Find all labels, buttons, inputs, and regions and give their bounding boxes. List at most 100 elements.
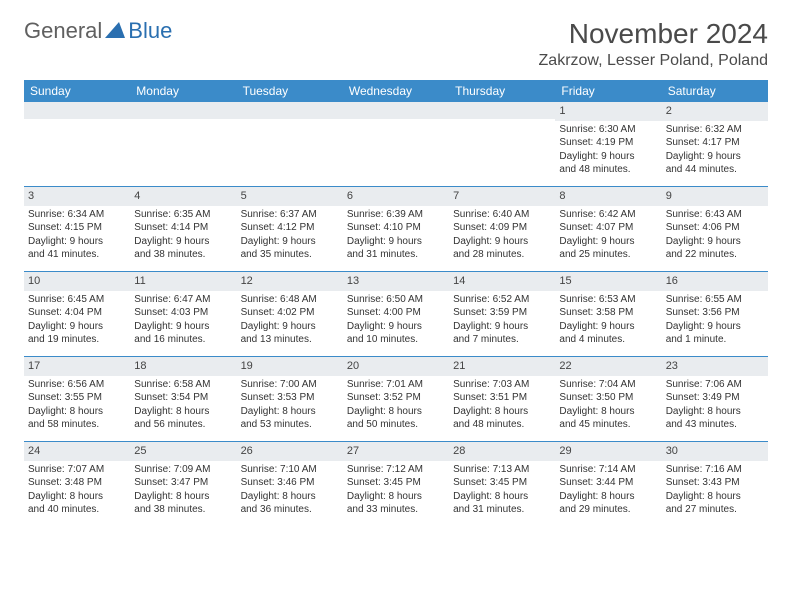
day-number: 19 [237,357,343,376]
day-number: 18 [130,357,236,376]
page-header: General Blue November 2024 Zakrzow, Less… [24,18,768,70]
daylight-text: Daylight: 9 hours [134,235,232,249]
day-cell: 19Sunrise: 7:00 AMSunset: 3:53 PMDayligh… [237,357,343,441]
day-body: Sunrise: 6:43 AMSunset: 4:06 PMDaylight:… [662,206,768,266]
day-number: 11 [130,272,236,291]
sunset-text: Sunset: 4:02 PM [241,306,339,320]
daylight-text: Daylight: 8 hours [453,490,551,504]
day-number [237,102,343,119]
day-number: 14 [449,272,555,291]
day-cell: 15Sunrise: 6:53 AMSunset: 3:58 PMDayligh… [555,272,661,356]
day-cell: 28Sunrise: 7:13 AMSunset: 3:45 PMDayligh… [449,442,555,526]
day-body: Sunrise: 7:09 AMSunset: 3:47 PMDaylight:… [130,461,236,521]
day-cell: 16Sunrise: 6:55 AMSunset: 3:56 PMDayligh… [662,272,768,356]
daylight-text: Daylight: 9 hours [28,235,126,249]
day-body: Sunrise: 7:07 AMSunset: 3:48 PMDaylight:… [24,461,130,521]
dow-cell: Wednesday [343,80,449,102]
sunrise-text: Sunrise: 7:12 AM [347,463,445,477]
daylight-text: Daylight: 8 hours [28,405,126,419]
dow-cell: Sunday [24,80,130,102]
day-cell: 12Sunrise: 6:48 AMSunset: 4:02 PMDayligh… [237,272,343,356]
day-number: 23 [662,357,768,376]
sunrise-text: Sunrise: 7:16 AM [666,463,764,477]
day-body: Sunrise: 6:45 AMSunset: 4:04 PMDaylight:… [24,291,130,351]
day-number: 17 [24,357,130,376]
sunrise-text: Sunrise: 6:53 AM [559,293,657,307]
day-body: Sunrise: 7:01 AMSunset: 3:52 PMDaylight:… [343,376,449,436]
sunrise-text: Sunrise: 7:10 AM [241,463,339,477]
sunset-text: Sunset: 3:48 PM [28,476,126,490]
sunset-text: Sunset: 3:55 PM [28,391,126,405]
daylight-text: and 1 minute. [666,333,764,347]
daylight-text: Daylight: 9 hours [666,235,764,249]
daylight-text: and 36 minutes. [241,503,339,517]
daylight-text: and 40 minutes. [28,503,126,517]
day-number [449,102,555,119]
daylight-text: and 44 minutes. [666,163,764,177]
day-body: Sunrise: 6:39 AMSunset: 4:10 PMDaylight:… [343,206,449,266]
sunrise-text: Sunrise: 6:43 AM [666,208,764,222]
day-body: Sunrise: 6:32 AMSunset: 4:17 PMDaylight:… [662,121,768,181]
daylight-text: and 16 minutes. [134,333,232,347]
sunset-text: Sunset: 4:14 PM [134,221,232,235]
daylight-text: and 4 minutes. [559,333,657,347]
sunrise-text: Sunrise: 7:06 AM [666,378,764,392]
calendar: SundayMondayTuesdayWednesdayThursdayFrid… [24,80,768,526]
sunset-text: Sunset: 4:17 PM [666,136,764,150]
sunrise-text: Sunrise: 6:50 AM [347,293,445,307]
sunrise-text: Sunrise: 6:47 AM [134,293,232,307]
day-number: 22 [555,357,661,376]
day-number: 24 [24,442,130,461]
day-number: 28 [449,442,555,461]
sunset-text: Sunset: 3:56 PM [666,306,764,320]
daylight-text: and 10 minutes. [347,333,445,347]
daylight-text: and 13 minutes. [241,333,339,347]
sunset-text: Sunset: 3:53 PM [241,391,339,405]
location-text: Zakrzow, Lesser Poland, Poland [539,52,768,70]
sunset-text: Sunset: 3:45 PM [453,476,551,490]
day-cell: 27Sunrise: 7:12 AMSunset: 3:45 PMDayligh… [343,442,449,526]
day-number: 30 [662,442,768,461]
day-cell: 2Sunrise: 6:32 AMSunset: 4:17 PMDaylight… [662,102,768,186]
week-row: 24Sunrise: 7:07 AMSunset: 3:48 PMDayligh… [24,441,768,526]
daylight-text: Daylight: 9 hours [347,235,445,249]
sunset-text: Sunset: 3:46 PM [241,476,339,490]
daylight-text: Daylight: 9 hours [241,235,339,249]
day-number: 16 [662,272,768,291]
day-cell: 20Sunrise: 7:01 AMSunset: 3:52 PMDayligh… [343,357,449,441]
daylight-text: and 7 minutes. [453,333,551,347]
daylight-text: Daylight: 8 hours [559,405,657,419]
daylight-text: and 50 minutes. [347,418,445,432]
sunrise-text: Sunrise: 6:42 AM [559,208,657,222]
day-number [343,102,449,119]
daylight-text: Daylight: 9 hours [559,150,657,164]
sunset-text: Sunset: 3:52 PM [347,391,445,405]
day-cell [343,102,449,186]
day-cell [24,102,130,186]
day-body: Sunrise: 6:50 AMSunset: 4:00 PMDaylight:… [343,291,449,351]
sunrise-text: Sunrise: 6:34 AM [28,208,126,222]
sunset-text: Sunset: 3:44 PM [559,476,657,490]
day-number: 9 [662,187,768,206]
day-body: Sunrise: 6:48 AMSunset: 4:02 PMDaylight:… [237,291,343,351]
daylight-text: and 38 minutes. [134,503,232,517]
daylight-text: and 28 minutes. [453,248,551,262]
day-number: 27 [343,442,449,461]
day-cell: 6Sunrise: 6:39 AMSunset: 4:10 PMDaylight… [343,187,449,271]
sunrise-text: Sunrise: 6:37 AM [241,208,339,222]
daylight-text: and 45 minutes. [559,418,657,432]
day-number: 12 [237,272,343,291]
day-body: Sunrise: 7:14 AMSunset: 3:44 PMDaylight:… [555,461,661,521]
daylight-text: Daylight: 9 hours [28,320,126,334]
day-body: Sunrise: 6:47 AMSunset: 4:03 PMDaylight:… [130,291,236,351]
day-cell: 25Sunrise: 7:09 AMSunset: 3:47 PMDayligh… [130,442,236,526]
day-number: 8 [555,187,661,206]
day-cell [449,102,555,186]
daylight-text: and 27 minutes. [666,503,764,517]
sunset-text: Sunset: 3:51 PM [453,391,551,405]
day-body: Sunrise: 7:00 AMSunset: 3:53 PMDaylight:… [237,376,343,436]
logo-triangle-icon [105,20,125,43]
daylight-text: and 19 minutes. [28,333,126,347]
sunrise-text: Sunrise: 7:14 AM [559,463,657,477]
daylight-text: Daylight: 8 hours [134,405,232,419]
